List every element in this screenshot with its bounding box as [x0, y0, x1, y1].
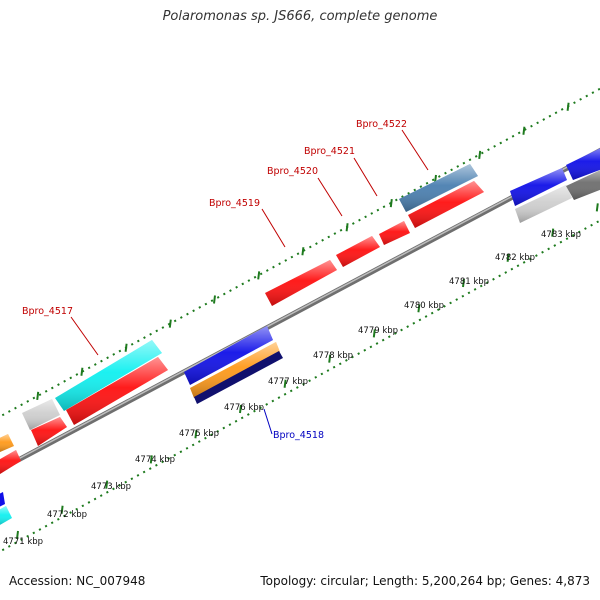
- kbp-tick-inner: [417, 304, 421, 313]
- kbp-tick-outer: [522, 126, 526, 135]
- kbp-tick-outer: [80, 367, 84, 376]
- kbp-tick-outer: [301, 247, 305, 256]
- kbp-label-4778: 4778 kbp: [313, 351, 353, 361]
- gene-red-fwd-edge[interactable]: [0, 450, 21, 474]
- gene-steel-bpro-4522[interactable]: [399, 164, 478, 212]
- gene-label-bpro-4520[interactable]: Bpro_4520: [267, 166, 318, 177]
- kbp-tick-outer: [124, 343, 128, 352]
- gene-orange-rev[interactable]: [190, 342, 280, 398]
- genome-backbone: [0, 147, 600, 473]
- kbp-label-4777: 4777 kbp: [268, 377, 308, 387]
- kbp-tick-inner: [149, 455, 153, 464]
- reverse-strand-genes: [0, 168, 600, 526]
- kbp-tick-inner: [194, 430, 198, 439]
- label-leader-lines: [70, 129, 429, 435]
- kbp-tick-outer: [478, 150, 482, 160]
- kbp-tick-outer: [566, 102, 570, 111]
- kbp-tick-inner: [328, 354, 332, 363]
- kbp-tick-inner: [239, 404, 242, 414]
- gene-red-small-fwd[interactable]: [31, 417, 67, 446]
- gene-blue-rev-edge[interactable]: [0, 492, 5, 508]
- kbp-tick-inner: [551, 228, 555, 237]
- kbp-tick-outer: [257, 271, 261, 280]
- forward-strand-genes: [0, 146, 600, 474]
- kbp-label-4780: 4780 kbp: [404, 301, 444, 311]
- gene-red-large-fwd[interactable]: [66, 357, 168, 425]
- kbp-tick-outer: [389, 198, 393, 208]
- kbp-label-4779: 4779 kbp: [358, 326, 398, 336]
- kbp-tick-inner: [372, 329, 376, 338]
- gene-label-bpro-4522[interactable]: Bpro_4522: [356, 119, 407, 130]
- kbp-label-4782: 4782 kbp: [495, 253, 535, 263]
- kbp-tick-inner: [283, 379, 287, 388]
- gene-red-bpro-4519[interactable]: [265, 260, 337, 306]
- gene-darkgray-rev-edge[interactable]: [566, 168, 600, 200]
- kbp-tick-inner: [506, 253, 510, 262]
- kbp-tick-outer: [36, 391, 40, 401]
- gene-label-bpro-4517[interactable]: Bpro_4517: [22, 306, 73, 317]
- kbp-label-4772: 4772 kbp: [47, 510, 87, 520]
- gene-gray-fwd[interactable]: [22, 399, 60, 430]
- kbp-tick-inner: [462, 278, 465, 288]
- accession-text: Accession: NC_007948: [9, 574, 146, 588]
- gene-red-bpro-4521[interactable]: [379, 221, 410, 245]
- gene-blue-rev-top[interactable]: [184, 326, 273, 385]
- gene-blue-fwd-right[interactable]: [510, 168, 567, 206]
- kbp-label-4773: 4773 kbp: [91, 482, 131, 492]
- kbp-label-4776: 4776 kbp: [224, 403, 264, 413]
- kbp-tick-inner: [105, 480, 109, 489]
- gene-orange-fwd-edge[interactable]: [0, 434, 14, 452]
- gene-label-bpro-4519[interactable]: Bpro_4519: [209, 198, 260, 209]
- kbp-tick-outer: [213, 295, 216, 304]
- tick-line-outer: [0, 87, 600, 418]
- gene-label-bpro-4518[interactable]: Bpro_4518: [273, 430, 324, 441]
- kbp-labels: 4771 kbp 4772 kbp 4773 kbp 4774 kbp 4775…: [3, 230, 581, 547]
- kbp-tick-inner: [595, 203, 599, 212]
- gene-cyan-rev-edge[interactable]: [0, 506, 12, 526]
- gene-navy-bpro-4518[interactable]: [194, 351, 283, 404]
- kbp-tick-inner: [16, 530, 19, 540]
- kbp-label-4771: 4771 kbp: [3, 537, 43, 547]
- gene-red-long-fwd[interactable]: [408, 181, 484, 228]
- kbp-label-4781: 4781 kbp: [449, 277, 489, 287]
- gene-gray-rev-right[interactable]: [515, 185, 572, 223]
- gene-labels: Bpro_4517 Bpro_4518 Bpro_4519 Bpro_4520 …: [22, 119, 407, 441]
- gene-cyan-bpro-4517[interactable]: [55, 340, 162, 411]
- map-title: Polaromonas sp. JS666, complete genome: [162, 9, 438, 24]
- kbp-label-4775: 4775 kbp: [179, 429, 219, 439]
- kbp-label-4774: 4774 kbp: [135, 455, 175, 465]
- kbp-tick-outer: [168, 319, 172, 328]
- kbp-major-ticks: [16, 102, 599, 540]
- gene-blue-fwd-edge[interactable]: [566, 146, 600, 180]
- gene-red-bpro-4520[interactable]: [336, 236, 380, 267]
- kbp-tick-outer: [345, 223, 349, 232]
- kbp-tick-inner: [60, 505, 64, 514]
- gene-label-bpro-4521[interactable]: Bpro_4521: [304, 146, 355, 157]
- genome-summary-text: Topology: circular; Length: 5,200,264 bp…: [260, 574, 590, 588]
- kbp-label-4783: 4783 kbp: [541, 230, 581, 240]
